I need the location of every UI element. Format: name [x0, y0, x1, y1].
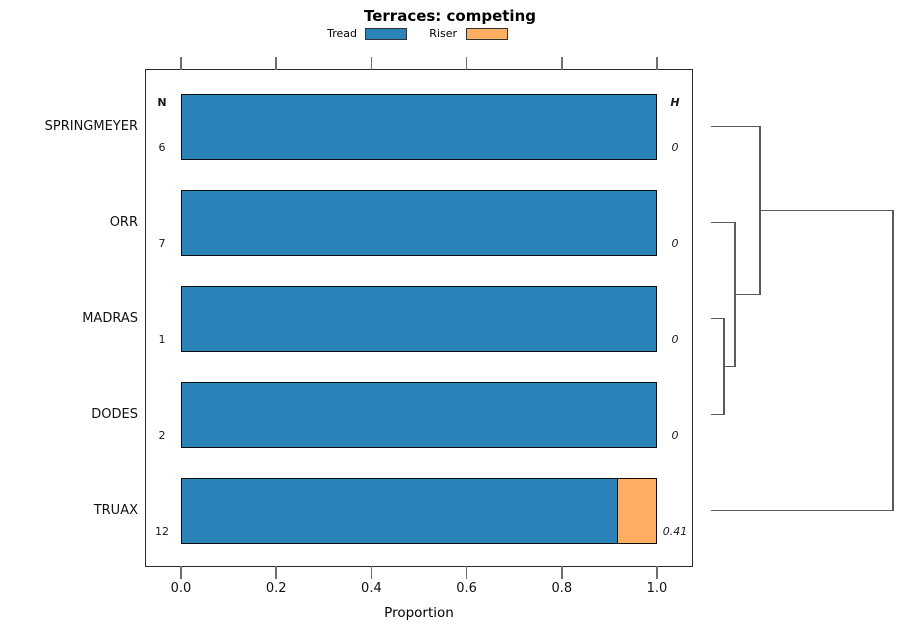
x-axis-tick-bottom — [180, 566, 182, 579]
x-axis-tick-top — [275, 57, 277, 70]
h-value: 0 — [671, 236, 679, 250]
chart-title: Terraces: competing — [363, 7, 536, 25]
bar-segment-tread — [182, 478, 618, 543]
legend-label-tread: Tread — [327, 27, 357, 40]
stacked-bar — [181, 285, 657, 352]
n-value: 6 — [158, 140, 166, 154]
bar-segment-tread — [182, 286, 656, 351]
x-axis-tick-bottom — [561, 566, 563, 579]
dendrogram-link-v — [892, 209, 894, 512]
stacked-bar — [181, 93, 657, 160]
dendrogram-link-h — [759, 209, 894, 212]
category-label: DODES — [91, 407, 138, 422]
dendrogram-link-h — [711, 509, 894, 512]
x-axis-tick-top — [656, 57, 658, 70]
stacked-bar — [181, 477, 657, 544]
h-column-header: H — [670, 95, 680, 109]
bar-segment-riser — [617, 478, 656, 543]
x-axis-tick-label: 0.4 — [361, 581, 382, 596]
x-axis-tick-label: 0.6 — [456, 581, 477, 596]
category-label: ORR — [109, 215, 138, 230]
dendrogram-link-h — [711, 317, 725, 320]
x-axis-tick-label: 0.0 — [170, 581, 192, 596]
h-value: 0 — [671, 428, 679, 442]
legend-swatch-riser-icon — [466, 28, 508, 40]
x-axis-tick-top — [561, 57, 563, 70]
h-value: 0.41 — [662, 524, 688, 538]
bar-segment-tread — [182, 94, 656, 159]
category-label: MADRAS — [82, 311, 138, 326]
bar-segment-tread — [182, 382, 656, 447]
x-axis-tick-label: 1.0 — [646, 581, 668, 596]
bar-segment-tread — [182, 190, 656, 255]
x-axis-tick-top — [465, 57, 468, 70]
n-value: 2 — [158, 428, 166, 442]
x-axis-title: Proportion — [384, 605, 454, 621]
dendrogram-link-h — [711, 413, 725, 416]
x-axis-tick-top — [370, 57, 373, 70]
x-axis-tick-bottom — [275, 566, 277, 579]
category-label: TRUAX — [93, 503, 138, 518]
x-axis-tick-top — [180, 57, 182, 70]
dendrogram-link-h — [711, 221, 736, 224]
legend-label-riser: Riser — [429, 27, 457, 40]
x-axis-tick-bottom — [656, 566, 658, 579]
h-value: 0 — [671, 140, 679, 154]
dendrogram-link-h — [711, 125, 761, 128]
stacked-bar — [181, 381, 657, 448]
dendrogram-link-h — [723, 365, 736, 368]
legend-swatch-tread-icon — [365, 28, 407, 40]
category-label: SPRINGMEYER — [44, 119, 138, 134]
dendrogram-link-h — [734, 293, 761, 296]
x-axis-tick-bottom — [370, 566, 373, 579]
h-value: 0 — [671, 332, 679, 346]
x-axis-tick-label: 0.2 — [265, 581, 287, 596]
n-value: 7 — [158, 236, 166, 250]
n-column-header: N — [157, 95, 167, 109]
stacked-bar — [181, 189, 657, 256]
n-value: 12 — [155, 524, 169, 538]
x-axis-tick-bottom — [465, 566, 468, 579]
n-value: 1 — [158, 332, 166, 346]
x-axis-tick-label: 0.8 — [551, 581, 573, 596]
